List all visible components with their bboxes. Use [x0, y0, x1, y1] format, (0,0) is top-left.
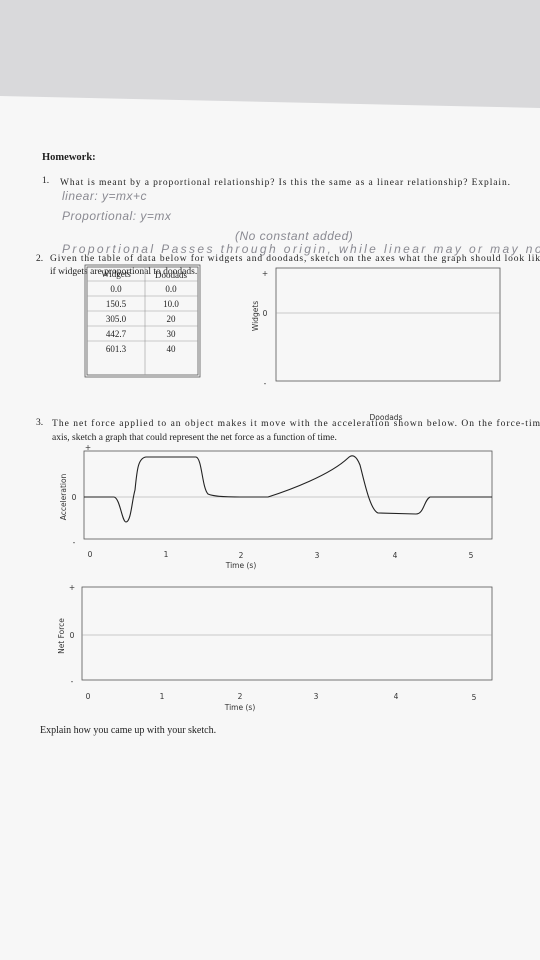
handwriting: (No constant added): [235, 229, 353, 243]
x-tick-label: 4: [394, 692, 399, 701]
data-table: Widgets Doodads 0.0 0.0 150.5 10.0 305.0…: [84, 264, 201, 378]
acceleration-graph: + 0 - Acceleration 0 1 2 3 4 5 Time (s): [59, 443, 493, 570]
question-text: What is meant by a proportional relation…: [60, 178, 510, 188]
x-tick-label: 0: [86, 692, 91, 701]
footer-prompt: Explain how you came up with your sketch…: [40, 725, 216, 736]
table-header: Doodads: [155, 270, 187, 280]
x-axis-label: Time (s): [224, 703, 256, 712]
net-force-graph: + 0 - Net Force 0 1 2 3 4 5 Time (s): [57, 583, 493, 712]
y-tick-label: -: [73, 538, 76, 547]
y-tick-label: 0: [70, 631, 75, 640]
table-cell: 150.5: [106, 299, 127, 309]
graph-frame: [275, 267, 501, 382]
graph-frame: [81, 586, 493, 681]
handwriting: Proportional Passes through origin, whil…: [62, 242, 540, 256]
table-cell: 40: [167, 344, 177, 354]
y-tick-label: 0: [72, 493, 77, 502]
x-tick-label: 1: [164, 550, 169, 559]
table-header: Widgets: [101, 269, 131, 279]
x-tick-label: 5: [472, 693, 477, 702]
question-number: 1.: [42, 176, 49, 186]
y-axis-label: Widgets: [251, 301, 260, 331]
table-border: [86, 266, 199, 376]
question-number: 2.: [36, 254, 43, 264]
question-number: 3.: [36, 418, 43, 428]
table-cell: 601.3: [106, 344, 127, 354]
y-tick-label: +: [69, 583, 75, 592]
x-tick-label: 1: [160, 692, 165, 701]
y-axis-label: Acceleration: [59, 473, 68, 520]
x-tick-label: 2: [239, 551, 244, 560]
x-axis-label: Doodads: [370, 413, 403, 422]
x-tick-label: 4: [393, 551, 398, 560]
title: Homework:: [42, 152, 96, 163]
table-cell: 0.0: [165, 284, 177, 294]
x-tick-label: 0: [88, 550, 93, 559]
handwriting: linear: y=mx+c: [62, 189, 147, 203]
handwriting: Proportional: y=mx: [62, 209, 172, 223]
y-tick-label: +: [85, 443, 91, 452]
y-tick-label: -: [264, 379, 267, 388]
table-border: [84, 264, 201, 378]
table-cell: 30: [167, 329, 177, 339]
y-tick-label: 0: [263, 309, 268, 318]
x-axis-label: Time (s): [225, 561, 257, 570]
question-text: axis, sketch a graph that could represen…: [52, 432, 337, 443]
table-cell: 305.0: [106, 314, 127, 324]
graph-frame: [83, 450, 493, 540]
x-tick-label: 3: [314, 692, 319, 701]
table-cell: 10.0: [163, 299, 179, 309]
question-text: The net force applied to an object makes…: [52, 418, 540, 429]
x-tick-label: 5: [469, 551, 474, 560]
table-cell: 0.0: [110, 284, 122, 294]
widgets-graph: + 0 - Widgets Doodads: [251, 267, 501, 422]
question-text: Given the table of data below for widget…: [50, 253, 540, 264]
paper: [0, 96, 540, 960]
y-tick-label: -: [71, 677, 74, 686]
question-text: if widgets are proportional to doodads.: [50, 266, 197, 277]
y-tick-label: +: [262, 269, 268, 278]
y-axis-label: Net Force: [57, 618, 66, 654]
x-tick-label: 2: [238, 692, 243, 701]
table-cell: 20: [167, 314, 177, 324]
acceleration-curve: [84, 455, 492, 523]
x-tick-label: 3: [315, 551, 320, 560]
table-cell: 442.7: [106, 329, 127, 339]
